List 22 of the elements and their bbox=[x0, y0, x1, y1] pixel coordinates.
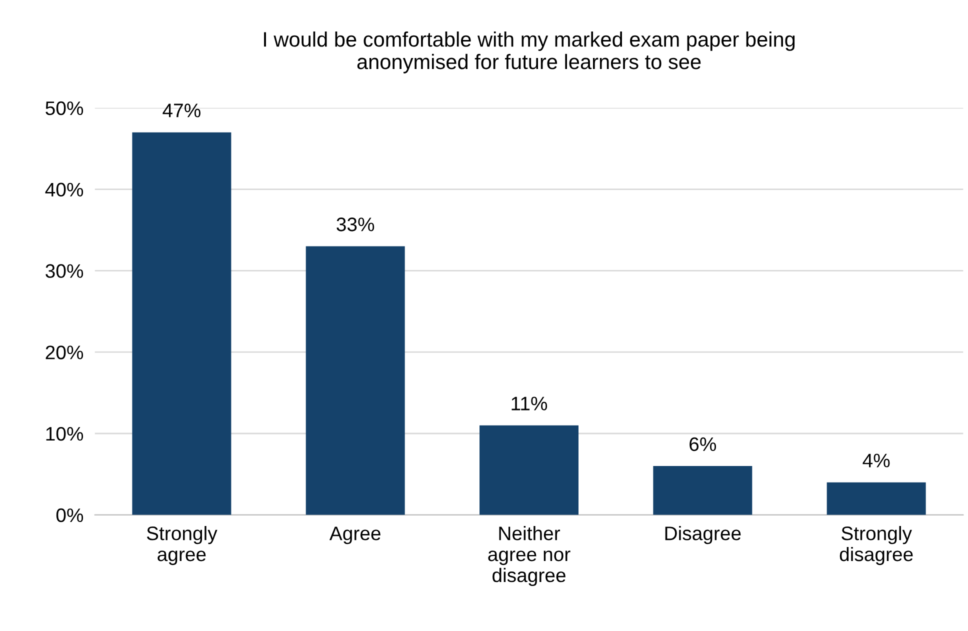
x-tick-label: Neither agree nor disagree bbox=[488, 526, 570, 586]
y-tick-label: 0% bbox=[56, 508, 84, 522]
chart-title: I would be comfortable with my marked exam paper being anonymised for future learners to see bbox=[264, 31, 795, 74]
x-tick-label: Disagree bbox=[665, 526, 741, 544]
x-tick-label: Strongly disagree bbox=[840, 526, 913, 566]
bar bbox=[653, 466, 752, 515]
y-tick-label: 50% bbox=[46, 101, 84, 116]
y-tick-label: 20% bbox=[46, 346, 84, 360]
x-tick-label: Strongly agree bbox=[146, 526, 218, 566]
y-tick-label: 40% bbox=[45, 182, 84, 197]
data-label: 6% bbox=[690, 437, 716, 452]
x-tick-label: Agree bbox=[329, 526, 380, 544]
data-label: 4% bbox=[862, 454, 890, 468]
data-label: 33% bbox=[336, 218, 374, 232]
y-tick-label: 10% bbox=[46, 426, 84, 441]
bar bbox=[132, 132, 232, 515]
bar bbox=[826, 482, 926, 515]
bar bbox=[480, 425, 579, 515]
data-label: 47% bbox=[162, 104, 200, 118]
y-tick-label: 30% bbox=[46, 264, 84, 278]
data-label: 11% bbox=[512, 396, 548, 410]
bar bbox=[306, 246, 405, 515]
